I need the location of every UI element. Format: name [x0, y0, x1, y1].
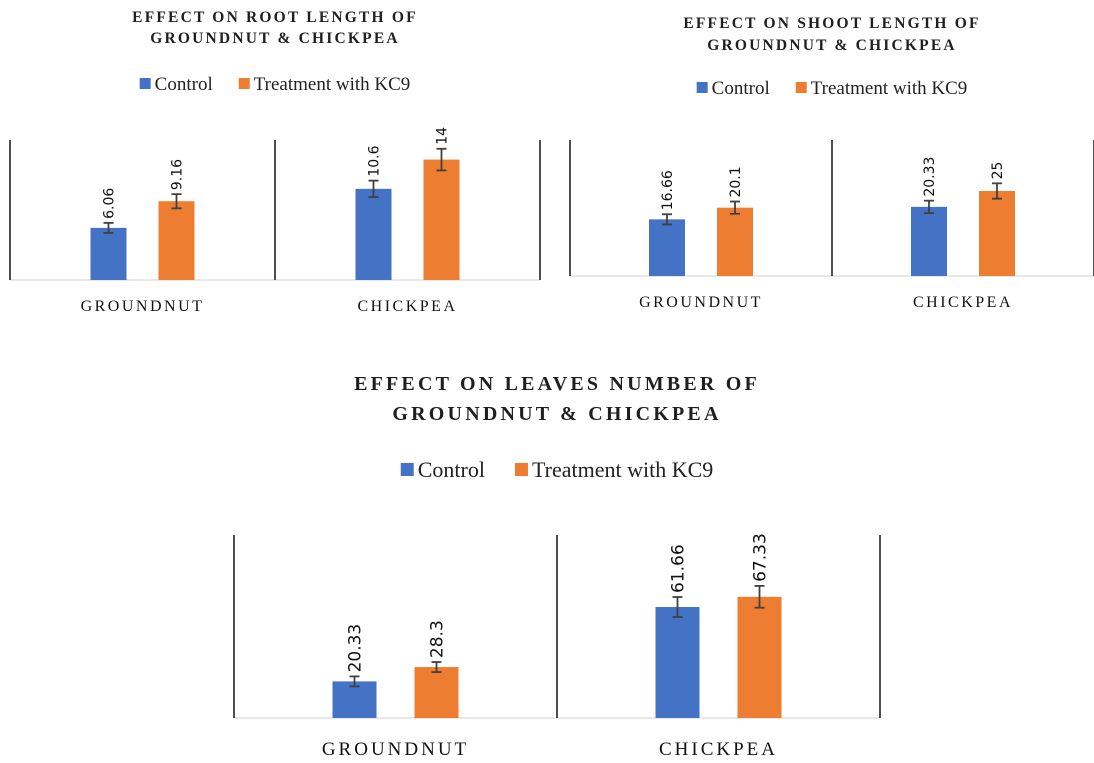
data-label: 16.66	[660, 170, 676, 210]
legend-swatch	[400, 463, 414, 476]
bar	[655, 607, 700, 718]
chart-title-line: EFFECT ON ROOT LENGTH OF	[132, 9, 418, 26]
legend-label: Control	[418, 457, 485, 482]
category-label: GROUNDNUT	[322, 739, 469, 760]
legend-swatch	[795, 82, 807, 93]
chart-1: EFFECT ON ROOT LENGTH OF GROUNDNUT & CHIC…	[9, 9, 541, 315]
bar	[649, 219, 685, 276]
data-label: 61.66	[668, 544, 688, 593]
legend: Control Treatment with KC9	[139, 74, 411, 95]
legend-swatch	[139, 78, 151, 89]
bar	[158, 201, 195, 280]
chart-title-line: GROUNDNUT & CHICKPEA	[707, 37, 957, 54]
chart-title-line: EFFECT ON SHOOT LENGTH OF	[683, 15, 980, 32]
bar	[90, 227, 127, 280]
chart-2: EFFECT ON SHOOT LENGTH OF GROUNDNUT & CHI…	[569, 15, 1094, 311]
data-label: 20.33	[345, 624, 365, 673]
data-label: 10.6	[366, 145, 382, 176]
data-label: 14	[434, 127, 450, 145]
data-label: 25	[990, 162, 1006, 180]
chart-title-line: GROUNDNUT & CHICKPEA	[150, 30, 400, 47]
legend: Control Treatment with KC9	[696, 78, 968, 99]
bar	[332, 681, 377, 718]
data-label: 6.06	[101, 188, 117, 219]
chart-title-line: EFFECT ON LEAVES NUMBER OF	[354, 373, 760, 395]
data-label: 9.16	[169, 159, 185, 190]
bar	[979, 191, 1015, 276]
data-label: 20.1	[728, 166, 744, 197]
bar	[737, 596, 782, 718]
legend-label: Treatment with KC9	[254, 74, 411, 95]
category-label: CHICKPEA	[913, 294, 1013, 311]
legend-label: Control	[155, 74, 213, 95]
legend-label: Treatment with KC9	[811, 78, 968, 99]
legend-swatch	[238, 78, 250, 89]
bar	[423, 159, 460, 280]
legend-swatch	[514, 463, 528, 476]
chart-3: EFFECT ON LEAVES NUMBER OF GROUNDNUT & CH…	[233, 373, 881, 760]
category-label: CHICKPEA	[659, 739, 778, 760]
chart-title-line: GROUNDNUT & CHICKPEA	[392, 403, 721, 425]
legend-swatch	[696, 82, 708, 93]
data-label: 20.33	[922, 157, 938, 197]
data-label: 28.3	[427, 620, 447, 658]
bar	[911, 206, 947, 276]
category-label: GROUNDNUT	[639, 294, 763, 311]
legend-label: Control	[712, 78, 770, 99]
bar	[717, 207, 753, 276]
category-label: GROUNDNUT	[81, 298, 205, 315]
category-label: CHICKPEA	[357, 298, 457, 315]
data-label: 67.33	[750, 533, 770, 582]
legend: Control Treatment with KC9	[400, 457, 713, 482]
bar	[414, 667, 459, 718]
bar	[355, 188, 392, 280]
legend-label: Treatment with KC9	[532, 457, 713, 482]
